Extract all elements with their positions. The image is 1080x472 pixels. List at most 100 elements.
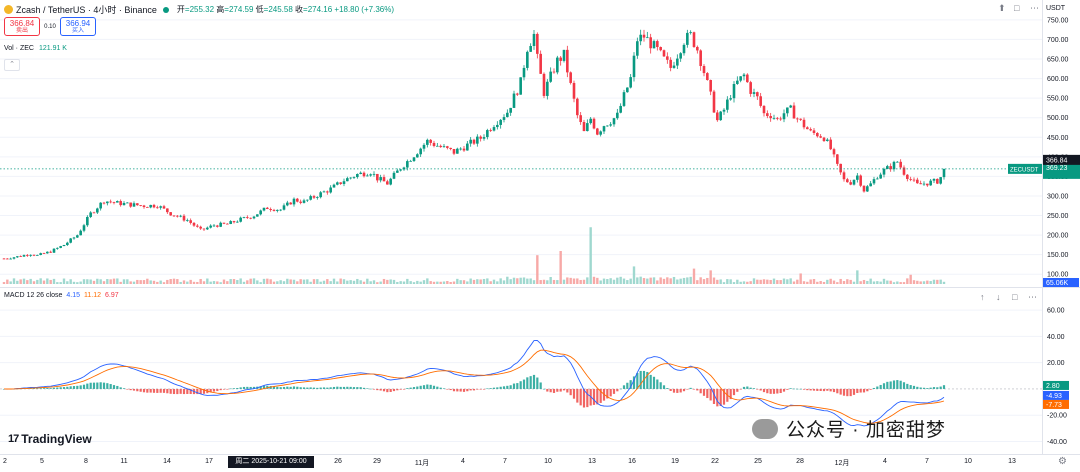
macd-histogram-bar (119, 387, 122, 389)
settings-gear-icon[interactable]: ⚙ (1058, 456, 1067, 467)
macd-histogram-bar (419, 385, 422, 389)
buy-button[interactable]: 366.94 买入 (60, 17, 96, 36)
macd-histogram-bar (492, 387, 496, 389)
volume-bar (29, 278, 32, 284)
macd-histogram-bar (296, 386, 299, 389)
volume-bar (486, 278, 489, 284)
candle-body (126, 202, 129, 204)
volume-bar (916, 280, 919, 284)
volume-bar (699, 277, 702, 284)
volume-bar (602, 278, 606, 284)
volume-bar (122, 279, 126, 284)
macd-maximize-icon[interactable]: □ (1012, 292, 1018, 302)
macd-histogram-bar (826, 388, 829, 391)
volume-bar (379, 281, 382, 284)
volume-bar (299, 279, 302, 284)
macd-histogram-bar (762, 388, 766, 393)
candle-body (186, 220, 189, 222)
macd-histogram-bar (592, 388, 596, 405)
candle-body (72, 237, 76, 239)
macd-histogram-bar (409, 387, 412, 389)
volume-bar (872, 281, 876, 284)
macd-histogram-bar (46, 388, 49, 389)
macd-histogram-bar (636, 372, 639, 389)
macd-move-down-icon[interactable]: ↓ (996, 292, 1001, 302)
volume-bar (449, 282, 452, 284)
candle-body (666, 56, 669, 60)
volume-bar (719, 279, 722, 284)
macd-histogram-bar (202, 388, 206, 394)
volume-bar (619, 276, 622, 284)
candle-body (152, 204, 156, 208)
pane-more-icon[interactable]: ⋯ (1030, 3, 1039, 13)
candle-body (156, 207, 159, 209)
volume-bar (332, 278, 336, 284)
tradingview-logo[interactable]: 17 TradingView (8, 432, 92, 446)
candle-body (619, 105, 622, 113)
macd-histogram-bar (862, 388, 866, 393)
volume-bar (859, 281, 862, 284)
macd-histogram-bar (69, 386, 72, 389)
candle-body (606, 125, 609, 127)
candle-body (76, 235, 79, 238)
candle-body (502, 117, 506, 120)
macd-histogram-bar (846, 388, 849, 397)
volume-bar (639, 276, 642, 284)
macd-histogram-bar (232, 388, 236, 389)
volume-bar (509, 279, 512, 284)
volume-bar (162, 282, 166, 284)
volume-bar (196, 281, 199, 284)
volume-bar (849, 279, 852, 284)
candle-body (406, 161, 409, 168)
volume-bar (322, 280, 326, 284)
candle-body (32, 254, 36, 256)
macd-histogram-bar (209, 388, 212, 393)
zcash-coin-icon (4, 5, 13, 14)
volume-bar (389, 279, 392, 284)
candle-body (346, 178, 349, 182)
volume-bar (519, 277, 522, 284)
macd-histogram-bar (236, 387, 239, 389)
candle-body (252, 216, 256, 219)
macd-histogram-bar (732, 388, 736, 396)
volume-bar (6, 279, 9, 284)
candle-body (442, 146, 446, 148)
volume-bar (92, 280, 96, 284)
collapse-legend-button[interactable]: ⌃ (4, 59, 20, 71)
macd-histogram-bar (456, 388, 459, 392)
macd-legend[interactable]: MACD 12 26 close 4.15 11.12 6.97 (4, 292, 119, 299)
macd-histogram-bar (886, 381, 889, 389)
price-tick-label: 600.00 (1047, 76, 1069, 83)
candle-body (176, 215, 179, 217)
candle-body (762, 105, 766, 114)
macd-histogram-bar (242, 386, 246, 389)
candle-body (819, 136, 822, 138)
pane-maximize-icon[interactable]: □ (1014, 3, 1020, 13)
volume-bar (532, 280, 536, 284)
macd-tick-label: -20.00 (1047, 413, 1067, 420)
macd-move-up-icon[interactable]: ↑ (980, 292, 985, 302)
candle-body (79, 230, 82, 236)
volume-bar (572, 278, 576, 284)
macd-histogram-bar (606, 388, 609, 399)
pane-up-icon[interactable]: ⬆ (998, 3, 1006, 13)
volume-bar (856, 270, 859, 284)
symbol-title[interactable]: Zcash / TetherUS · 4小时 · Binance (16, 5, 157, 15)
macd-histogram-bar (146, 388, 149, 393)
volume-bar (229, 279, 232, 284)
currency-label[interactable]: USDT (1046, 5, 1066, 12)
volume-bar (646, 278, 649, 284)
volume-bar (372, 280, 376, 284)
candle-body (416, 154, 419, 158)
candle-body (849, 182, 852, 185)
volume-bar (712, 277, 716, 284)
candle-body (146, 207, 149, 208)
macd-more-icon[interactable]: ⋯ (1028, 292, 1037, 302)
macd-histogram-bar (522, 379, 526, 389)
volume-legend[interactable]: Vol · ZEC 121.91 K (4, 45, 67, 52)
sell-button[interactable]: 366.84 卖出 (4, 17, 40, 36)
macd-histogram-bar (839, 388, 842, 395)
candle-body (929, 180, 932, 186)
volume-bar (386, 279, 389, 284)
